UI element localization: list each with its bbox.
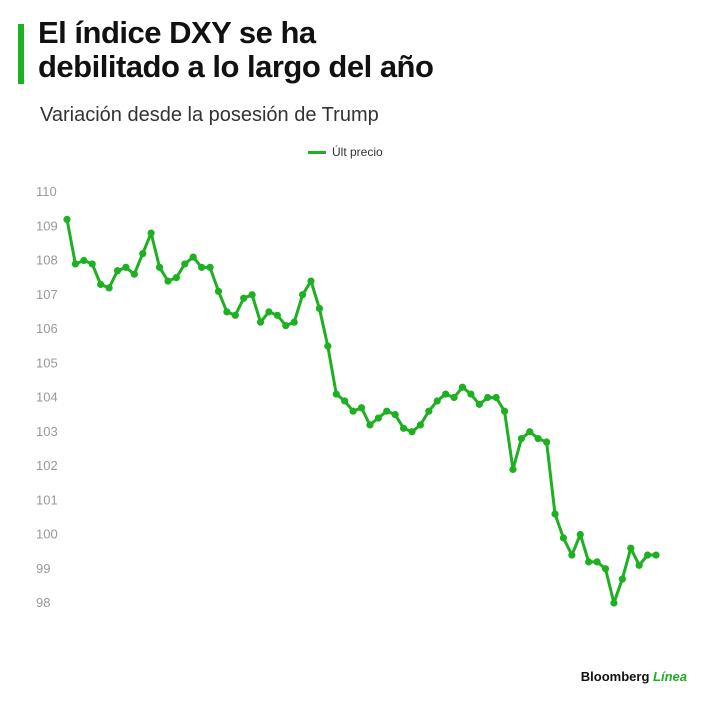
data-point — [63, 215, 71, 223]
chart-title: El índice DXY se ha debilitado a lo larg… — [38, 15, 434, 84]
data-point — [627, 544, 635, 552]
data-point — [408, 428, 416, 436]
data-point — [391, 411, 399, 419]
chart-legend: Últ precio — [308, 145, 383, 159]
data-point — [601, 565, 610, 573]
data-point — [509, 465, 517, 474]
data-point — [105, 284, 113, 292]
data-point — [273, 311, 281, 319]
data-point — [97, 280, 105, 289]
data-point — [299, 291, 307, 299]
data-point — [374, 414, 382, 422]
brand-name: Bloomberg — [580, 669, 650, 684]
chart-title-line2: debilitado a lo largo del año — [38, 49, 434, 84]
y-tick-label: 100 — [36, 527, 58, 542]
data-point — [80, 256, 88, 265]
y-tick-label: 108 — [36, 253, 58, 268]
y-tick-label: 109 — [36, 218, 58, 233]
data-point — [500, 407, 509, 415]
data-point — [147, 229, 155, 237]
data-point — [635, 561, 643, 569]
y-tick-label: 104 — [36, 390, 58, 405]
data-point — [282, 321, 290, 330]
data-point — [425, 407, 433, 415]
data-point — [467, 390, 475, 398]
legend-label: Últ precio — [332, 145, 383, 159]
data-point — [416, 421, 424, 429]
y-tick-label: 110 — [36, 184, 57, 199]
data-point — [181, 260, 189, 268]
data-point — [231, 311, 239, 319]
data-point — [206, 263, 214, 271]
data-point — [568, 551, 576, 559]
data-point — [543, 438, 551, 446]
data-point — [366, 421, 374, 429]
data-point — [526, 428, 534, 436]
data-point — [442, 390, 450, 398]
data-point — [618, 575, 626, 583]
y-tick-label: 106 — [36, 321, 58, 336]
legend-swatch — [308, 150, 326, 154]
data-point — [450, 393, 458, 402]
data-point — [433, 397, 441, 405]
data-point — [383, 407, 391, 415]
y-tick-label: 98 — [36, 595, 50, 610]
data-point — [240, 294, 248, 302]
data-point — [610, 599, 618, 607]
y-axis-ticks: 110 109 108 107 106 105 104 103 102 101 100 99 98 — [36, 184, 58, 610]
y-tick-label: 107 — [36, 287, 58, 302]
data-point — [189, 253, 197, 261]
data-point — [130, 270, 138, 278]
brand-logo: Bloomberg Línea — [581, 669, 687, 684]
data-point — [517, 435, 525, 443]
data-point — [576, 530, 584, 539]
data-point — [248, 291, 256, 299]
data-point — [475, 400, 483, 408]
data-point — [349, 407, 357, 415]
data-point — [290, 318, 298, 326]
title-block: El índice DXY se ha debilitado a lo larg… — [18, 15, 434, 84]
data-point — [88, 260, 96, 268]
data-point — [458, 383, 467, 391]
data-point — [399, 424, 408, 432]
data-point — [139, 250, 147, 258]
data-point — [223, 308, 231, 316]
data-point — [341, 397, 349, 405]
data-point — [357, 404, 366, 412]
data-point — [585, 558, 593, 566]
series-layer — [63, 215, 660, 607]
data-point — [324, 342, 332, 350]
data-point — [265, 308, 273, 316]
data-point — [71, 260, 80, 268]
chart-title-line1: El índice DXY se ha — [38, 15, 316, 50]
y-tick-label: 102 — [36, 458, 58, 473]
y-tick-label: 105 — [36, 355, 58, 370]
y-tick-label: 99 — [36, 561, 50, 576]
data-point — [332, 390, 340, 398]
title-accent-bar — [18, 24, 24, 84]
chart-subtitle: Variación desde la posesión de Trump — [40, 104, 379, 126]
data-point — [164, 277, 172, 285]
y-tick-label: 103 — [36, 424, 58, 439]
data-point — [256, 318, 265, 326]
data-point — [652, 551, 660, 559]
data-point — [484, 393, 492, 402]
data-point — [534, 435, 542, 443]
data-point — [113, 267, 122, 275]
data-point — [593, 558, 601, 566]
data-point — [198, 263, 206, 271]
y-tick-label: 101 — [36, 492, 58, 507]
data-point — [155, 263, 164, 271]
data-point — [122, 263, 130, 271]
data-point — [492, 393, 500, 402]
data-point — [559, 534, 568, 542]
data-point — [315, 304, 324, 313]
data-point — [214, 287, 223, 295]
data-point — [643, 551, 652, 559]
data-point — [172, 274, 180, 282]
brand-accent: Línea — [653, 669, 687, 684]
data-point — [551, 510, 559, 518]
data-point — [307, 277, 315, 285]
